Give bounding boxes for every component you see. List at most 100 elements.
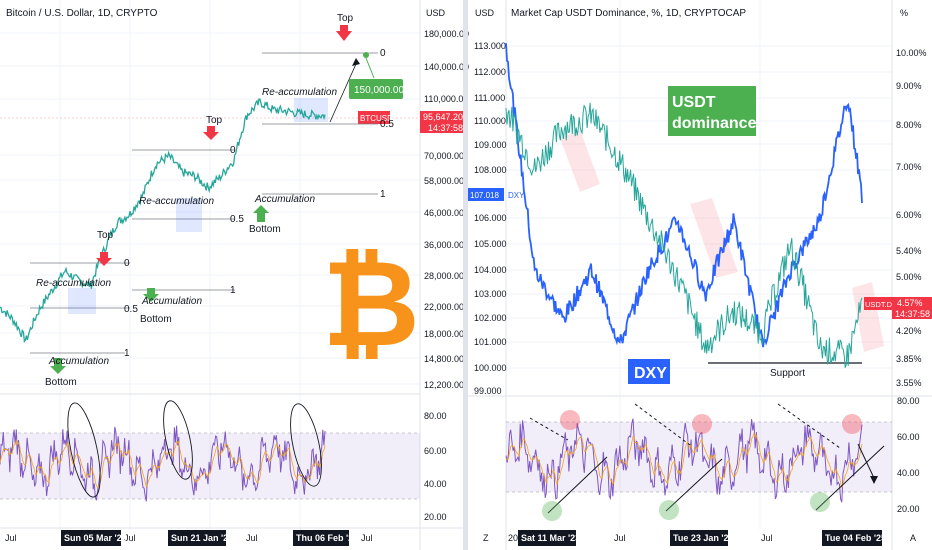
usdt-box-line1: USDT (672, 94, 716, 111)
dxy-tick: 108.000 (474, 165, 507, 175)
dxy-tick: 103.000 (474, 289, 507, 299)
right-panel: Market Cap USDT Dominance, %, 1D, CRYPTO… (468, 0, 932, 550)
dxy-tick: 113.000 (474, 41, 506, 51)
dxy-tick: 104.000 (474, 265, 507, 275)
target-box (349, 79, 403, 99)
dxy-tick: 110.000 (474, 116, 506, 126)
accumulation-label: Accumulation (48, 356, 109, 367)
date-badge: Tue 23 Jan '24 (673, 533, 734, 543)
btc-rsi-line (0, 425, 326, 502)
price-tick: 28,000.00 (424, 271, 464, 281)
reaccumulation-label: Re-accumulation (139, 196, 214, 207)
bottom-arrows (50, 205, 269, 374)
pct-tick: 7.00% (896, 162, 922, 172)
rsi-tick: 40.00 (897, 468, 920, 478)
usdt-box-line2: dominance (672, 115, 757, 132)
dxy-axis: 113.000 112.000 111.000 110.000 109.000 … (474, 41, 507, 396)
fib-level-1: 1 (124, 348, 130, 359)
right-rsi-axis: 80.00 60.00 40.00 20.00 (897, 396, 920, 514)
usdt-value-label (892, 297, 932, 319)
top-arrows (96, 25, 352, 266)
dxy-tick: 100.000 (474, 363, 507, 373)
usdt-countdown: 14:37:58 (895, 309, 930, 319)
price-tick: 12,200.00 (424, 380, 464, 390)
time-tick: 20 (508, 533, 518, 543)
bottom-label: Bottom (249, 224, 281, 235)
fib-level-05: 0.5 (230, 214, 244, 225)
bottom-label: Bottom (45, 377, 77, 388)
price-tick: 140,000.00 (424, 62, 469, 72)
fib-level-1: 1 (380, 189, 386, 200)
dxy-box-label: DXY (634, 365, 667, 382)
pct-tick: 3.85% (896, 354, 922, 364)
right-left-axis-unit: USD (475, 8, 495, 18)
usdt-rsi-line (505, 418, 863, 503)
left-chart-title: Bitcoin / U.S. Dollar, 1D, CRYPTO (6, 8, 158, 19)
dxy-tick: 99.000 (474, 386, 502, 396)
corner-right: A (910, 533, 916, 543)
top-label: Top (97, 230, 114, 241)
rsi-tick: 60.00 (424, 446, 447, 456)
fib-labels: 0 0.5 1 0 0.5 1 0 0.5 1 (124, 48, 394, 359)
arrow-up-icon (253, 205, 269, 222)
dxy-tick: 112.000 (474, 67, 506, 77)
arrow-down-icon (336, 25, 352, 41)
dxy-tick: 102.000 (474, 313, 507, 323)
pct-tick: 9.00% (896, 81, 922, 91)
pct-tick: 8.00% (896, 120, 922, 130)
usdt-symbol-label (864, 297, 892, 310)
arrow-down-icon (203, 126, 219, 140)
fib-level-1: 1 (230, 285, 236, 296)
fib-level-0: 0 (380, 48, 386, 59)
rsi-tick: 60.00 (897, 432, 920, 442)
reacc-box (68, 288, 96, 314)
rsi-tick: 80.00 (897, 396, 920, 406)
time-tick: Jul (614, 533, 626, 543)
target-label: 150,000.00 (354, 85, 404, 96)
price-tick: 180,000.00 (424, 29, 469, 39)
arrow-down-icon (96, 252, 112, 266)
price-tick: 70,000.00 (424, 151, 464, 161)
date-badge: Thu 06 Feb '25 (296, 533, 358, 543)
rsi-tick: 20.00 (897, 504, 920, 514)
time-tick: Jul (5, 533, 17, 543)
dxy-tick: 105.000 (474, 239, 507, 249)
bitcoin-logo-icon: ₿ (322, 237, 420, 371)
dxy-tick: 106.000 (474, 213, 507, 223)
projection-arrowhead (352, 58, 360, 66)
pct-tick: 4.20% (896, 326, 922, 336)
left-rsi-axis: 80.00 60.00 40.00 20.00 (424, 411, 447, 522)
rsi-tick: 40.00 (424, 479, 447, 489)
arrow-up-icon (50, 358, 66, 374)
right-chart-title: Market Cap USDT Dominance, %, 1D, CRYPTO… (511, 8, 746, 19)
btc-countdown: 14:37:58 (428, 123, 463, 133)
price-tick: 46,000.00 (424, 208, 464, 218)
rsi-tick: 80.00 (424, 411, 447, 421)
svg-text:₿: ₿ (322, 237, 420, 371)
fib-level-0: 0 (124, 258, 130, 269)
btc-price-label: BTCUSD 95,647.20 14:37:58 (358, 111, 466, 133)
pct-tick: 10.00% (896, 48, 927, 58)
reaccumulation-label: Re-accumulation (36, 278, 111, 289)
price-tick: 14,800.00 (424, 354, 464, 364)
left-price-axis: 180,000.00 140,000.00 110,000.00 70,000.… (424, 29, 469, 390)
accumulation-label: Accumulation (141, 296, 202, 307)
time-tick: Jul (124, 533, 136, 543)
right-right-axis-unit: % (900, 8, 908, 18)
accumulation-label: Accumulation (254, 194, 315, 205)
date-badge: Sun 05 Mar '23 (64, 533, 127, 543)
arrow-up-icon (143, 288, 159, 302)
date-badge: Sat 11 Mar '23 (521, 533, 580, 543)
panel-separator (463, 0, 468, 550)
pct-tick: 6.00% (896, 210, 922, 220)
left-panel: Bitcoin / U.S. Dollar, 1D, CRYPTO USD 18… (0, 0, 469, 550)
usdt-rsi-ma-line (505, 431, 863, 489)
target-dot (363, 52, 369, 58)
dominance-highlights (560, 130, 884, 352)
pct-axis: 10.00% 9.00% 8.00% 7.00% 6.00% 5.40% 5.0… (896, 48, 927, 388)
rsi-ellipses (67, 400, 322, 498)
date-badge: Sun 21 Jan '24 (171, 533, 233, 543)
fib-level-05: 0.5 (380, 119, 394, 130)
date-badge: Tue 04 Feb '25 (825, 533, 886, 543)
dxy-tick: 101.000 (474, 337, 507, 347)
